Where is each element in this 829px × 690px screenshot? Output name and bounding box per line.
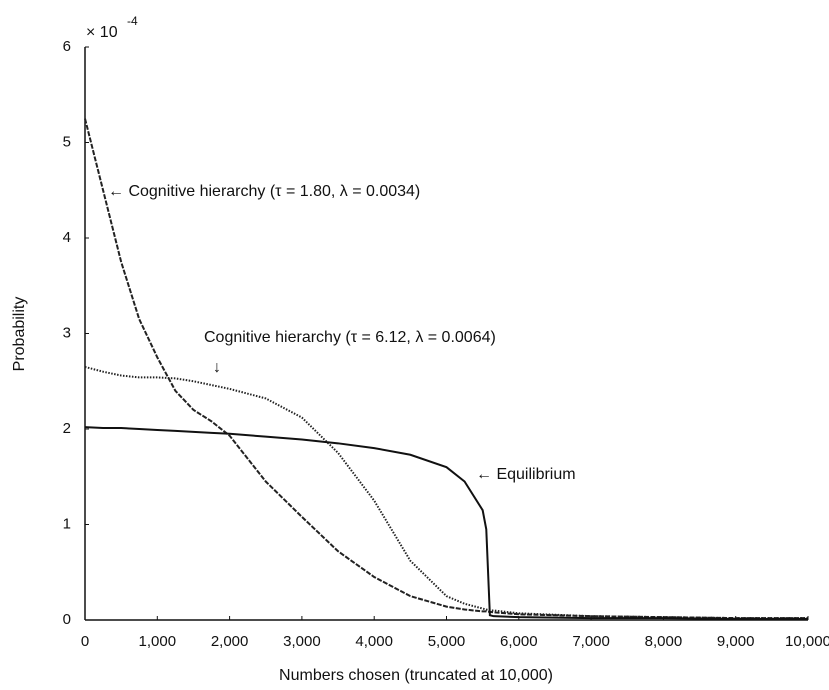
y-axis-label: Probability (11, 297, 28, 372)
annotation: ← Equilibrium (476, 466, 576, 483)
y-tick-label: 4 (63, 229, 71, 246)
y-multiplier: × 10 (86, 24, 118, 41)
x-tick-label: 8,000 (645, 633, 683, 650)
data-line (84, 365, 808, 620)
y-multiplier-exponent: -4 (127, 14, 138, 28)
x-tick-label: 5,000 (428, 633, 466, 650)
x-tick-label: 6,000 (500, 633, 538, 650)
x-tick-label: 1,000 (139, 633, 177, 650)
annotation: ↓ (213, 359, 221, 376)
y-tick-label: 3 (63, 324, 71, 341)
x-axis-label: Numbers chosen (truncated at 10,000) (279, 667, 553, 684)
x-tick-label: 10,000 (785, 633, 829, 650)
x-tick-label: 9,000 (717, 633, 755, 650)
y-tick-label: 6 (63, 38, 71, 55)
annotation: ← Cognitive hierarchy (τ = 1.80, λ = 0.0… (108, 183, 420, 200)
y-tick-label: 0 (63, 611, 71, 628)
x-tick-label: 7,000 (572, 633, 610, 650)
data-line (84, 426, 808, 621)
x-tick-label: 3,000 (283, 633, 321, 650)
y-tick-label: 5 (63, 133, 71, 150)
x-tick-label: 0 (81, 633, 89, 650)
y-tick-label: 2 (63, 420, 71, 437)
x-tick-label: 2,000 (211, 633, 249, 650)
annotation: Cognitive hierarchy (τ = 6.12, λ = 0.006… (204, 329, 496, 346)
x-tick-label: 4,000 (355, 633, 393, 650)
y-tick-label: 1 (63, 515, 71, 532)
